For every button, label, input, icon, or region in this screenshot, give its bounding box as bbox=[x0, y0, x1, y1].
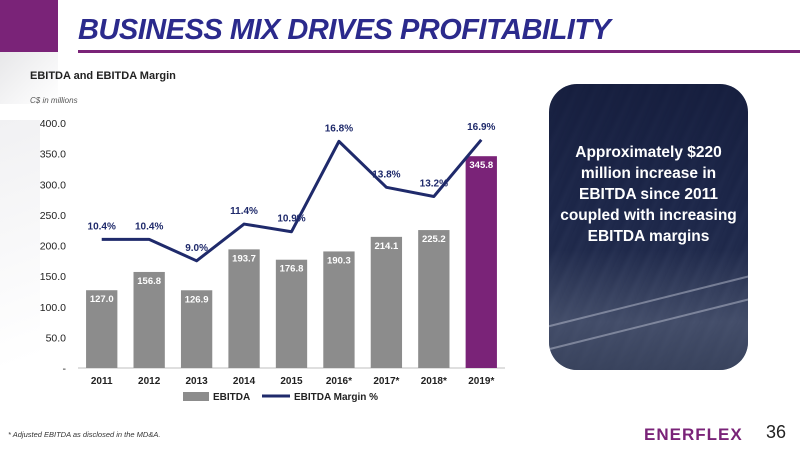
ebitda-bar bbox=[465, 156, 497, 368]
x-tick-label: 2015 bbox=[280, 376, 303, 387]
ebitda-bar bbox=[275, 259, 308, 368]
y-tick-label: 300.0 bbox=[40, 179, 66, 191]
y-tick-label: 350.0 bbox=[40, 149, 66, 161]
ebitda-bar-label: 190.3 bbox=[327, 255, 351, 266]
ebitda-margin-label: 13.8% bbox=[372, 169, 400, 180]
y-tick-label: 250.0 bbox=[40, 210, 66, 222]
x-tick-label: 2016* bbox=[326, 376, 352, 387]
ebitda-bar bbox=[228, 249, 260, 368]
x-tick-label: 2013 bbox=[185, 376, 208, 387]
ebitda-bar bbox=[370, 236, 403, 368]
ebitda-margin-line bbox=[101, 138, 483, 263]
ebitda-bar bbox=[86, 290, 118, 368]
ebitda-bar-label: 176.8 bbox=[280, 264, 304, 275]
ebitda-margin-label: 10.4% bbox=[135, 221, 163, 232]
chart-title: EBITDA and EBITDA Margin bbox=[30, 70, 176, 82]
callout-photo-ground bbox=[549, 250, 748, 370]
x-tick-label: 2019* bbox=[468, 376, 494, 387]
x-tick-label: 2017* bbox=[373, 376, 399, 387]
ebitda-bar-label: 193.7 bbox=[232, 253, 256, 264]
y-tick-label: 150.0 bbox=[40, 271, 66, 283]
footnote: * Adjusted EBITDA as disclosed in the MD… bbox=[8, 430, 161, 439]
legend-label-margin: EBITDA Margin % bbox=[294, 392, 378, 403]
ebitda-bar-label: 345.8 bbox=[469, 160, 493, 171]
ebitda-margin-label: 10.4% bbox=[88, 221, 116, 232]
y-tick-label: 200.0 bbox=[40, 241, 66, 253]
ebitda-bar-label: 127.0 bbox=[90, 294, 114, 305]
y-tick-label: 50.0 bbox=[46, 332, 67, 344]
enerflex-logo: ENERFLEX bbox=[644, 425, 743, 444]
y-tick-label: - bbox=[63, 363, 67, 375]
x-tick-label: 2018* bbox=[421, 376, 447, 387]
ebitda-margin-label: 9.0% bbox=[185, 243, 208, 254]
ebitda-margin-label: 16.9% bbox=[467, 122, 495, 133]
y-tick-label: 100.0 bbox=[40, 302, 66, 314]
ebitda-bar bbox=[323, 251, 355, 368]
ebitda-bar-label: 214.1 bbox=[374, 241, 398, 252]
legend-label-ebitda: EBITDA bbox=[213, 392, 250, 403]
chart-unit-label: C$ in millions bbox=[30, 96, 78, 105]
page-number: 36 bbox=[766, 422, 787, 442]
x-tick-label: 2014 bbox=[233, 376, 256, 387]
ebitda-chart: - 50.0 100.0 150.0 200.0 250.0 300.0 350.0 400.0… bbox=[40, 118, 505, 403]
ebitda-bar bbox=[418, 230, 450, 368]
ebitda-bar-label: 225.2 bbox=[422, 234, 446, 245]
x-tick-label: 2011 bbox=[91, 376, 113, 387]
x-tick-label: 2012 bbox=[138, 376, 161, 387]
left-background-decoration bbox=[0, 120, 40, 420]
ebitda-bar-label: 126.9 bbox=[185, 294, 209, 305]
corner-shade-decoration bbox=[0, 52, 58, 104]
ebitda-margin-label: 13.2% bbox=[420, 179, 448, 190]
ebitda-bar bbox=[133, 271, 165, 368]
ebitda-margin-label: 10.9% bbox=[277, 214, 305, 225]
corner-accent-block bbox=[0, 0, 58, 52]
ebitda-margin-label: 11.4% bbox=[230, 206, 258, 217]
title-underline bbox=[78, 50, 800, 53]
callout-panel: Approximately $220 million increase in E… bbox=[549, 84, 748, 370]
ebitda-bar bbox=[180, 290, 213, 368]
y-tick-label: 400.0 bbox=[40, 118, 66, 130]
ebitda-margin-label: 16.8% bbox=[325, 123, 353, 134]
legend-swatch-ebitda bbox=[183, 392, 209, 401]
slide-title: BUSINESS MIX DRIVES PROFITABILITY bbox=[78, 14, 611, 46]
callout-text: Approximately $220 million increase in E… bbox=[560, 144, 737, 245]
ebitda-bar-label: 156.8 bbox=[137, 276, 161, 287]
